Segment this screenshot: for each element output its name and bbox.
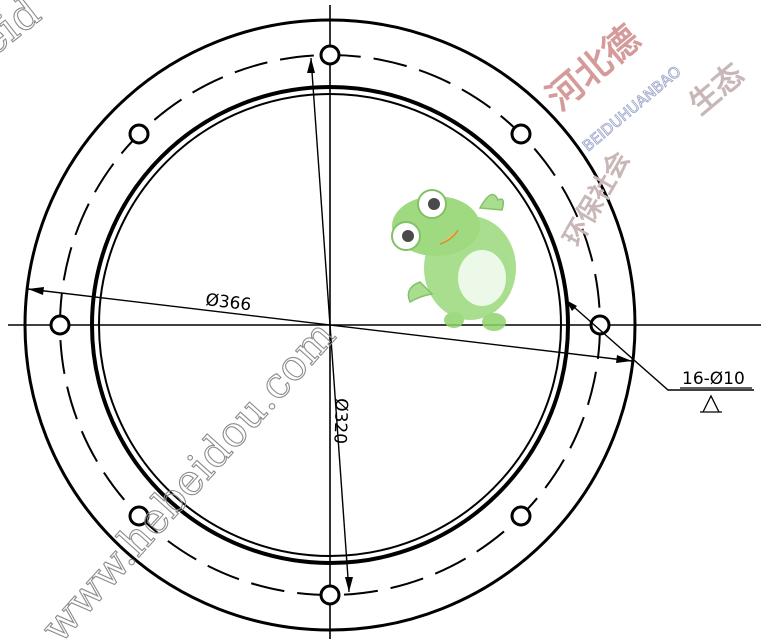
dimension-label-outer: Ø366 (204, 290, 252, 315)
watermark-cn-line2: 生态 (683, 57, 751, 122)
hole-callout-label: 16-Ø10 (682, 369, 745, 389)
bolt-holes (49, 44, 611, 606)
bolt-hole (319, 584, 341, 606)
arrowhead (566, 300, 577, 311)
dimension-label-inner: Ø320 (329, 398, 351, 445)
watermark-corner-text: eid (0, 0, 50, 66)
frog-mascot-logo (391, 189, 516, 331)
outer-flange-circle (23, 18, 637, 632)
dimension-line-inner (310, 57, 350, 593)
bolt-hole (128, 505, 150, 527)
bolt-hole (510, 505, 532, 527)
inner-circle-inner (98, 93, 562, 557)
bolt-hole (49, 314, 71, 336)
arrowhead (616, 355, 632, 363)
inner-circle-outer (90, 85, 570, 565)
arrowhead (307, 58, 315, 73)
arrowhead (28, 287, 44, 295)
surface-symbol (700, 394, 722, 413)
hole-callout-leader (565, 299, 754, 391)
bolt-hole (319, 44, 341, 66)
bolt-hole (128, 123, 150, 145)
watermark-url: www.hebeidou.com (31, 311, 345, 639)
arrowhead (345, 577, 353, 592)
bolt-hole (589, 314, 611, 336)
bolt-hole (510, 123, 532, 145)
